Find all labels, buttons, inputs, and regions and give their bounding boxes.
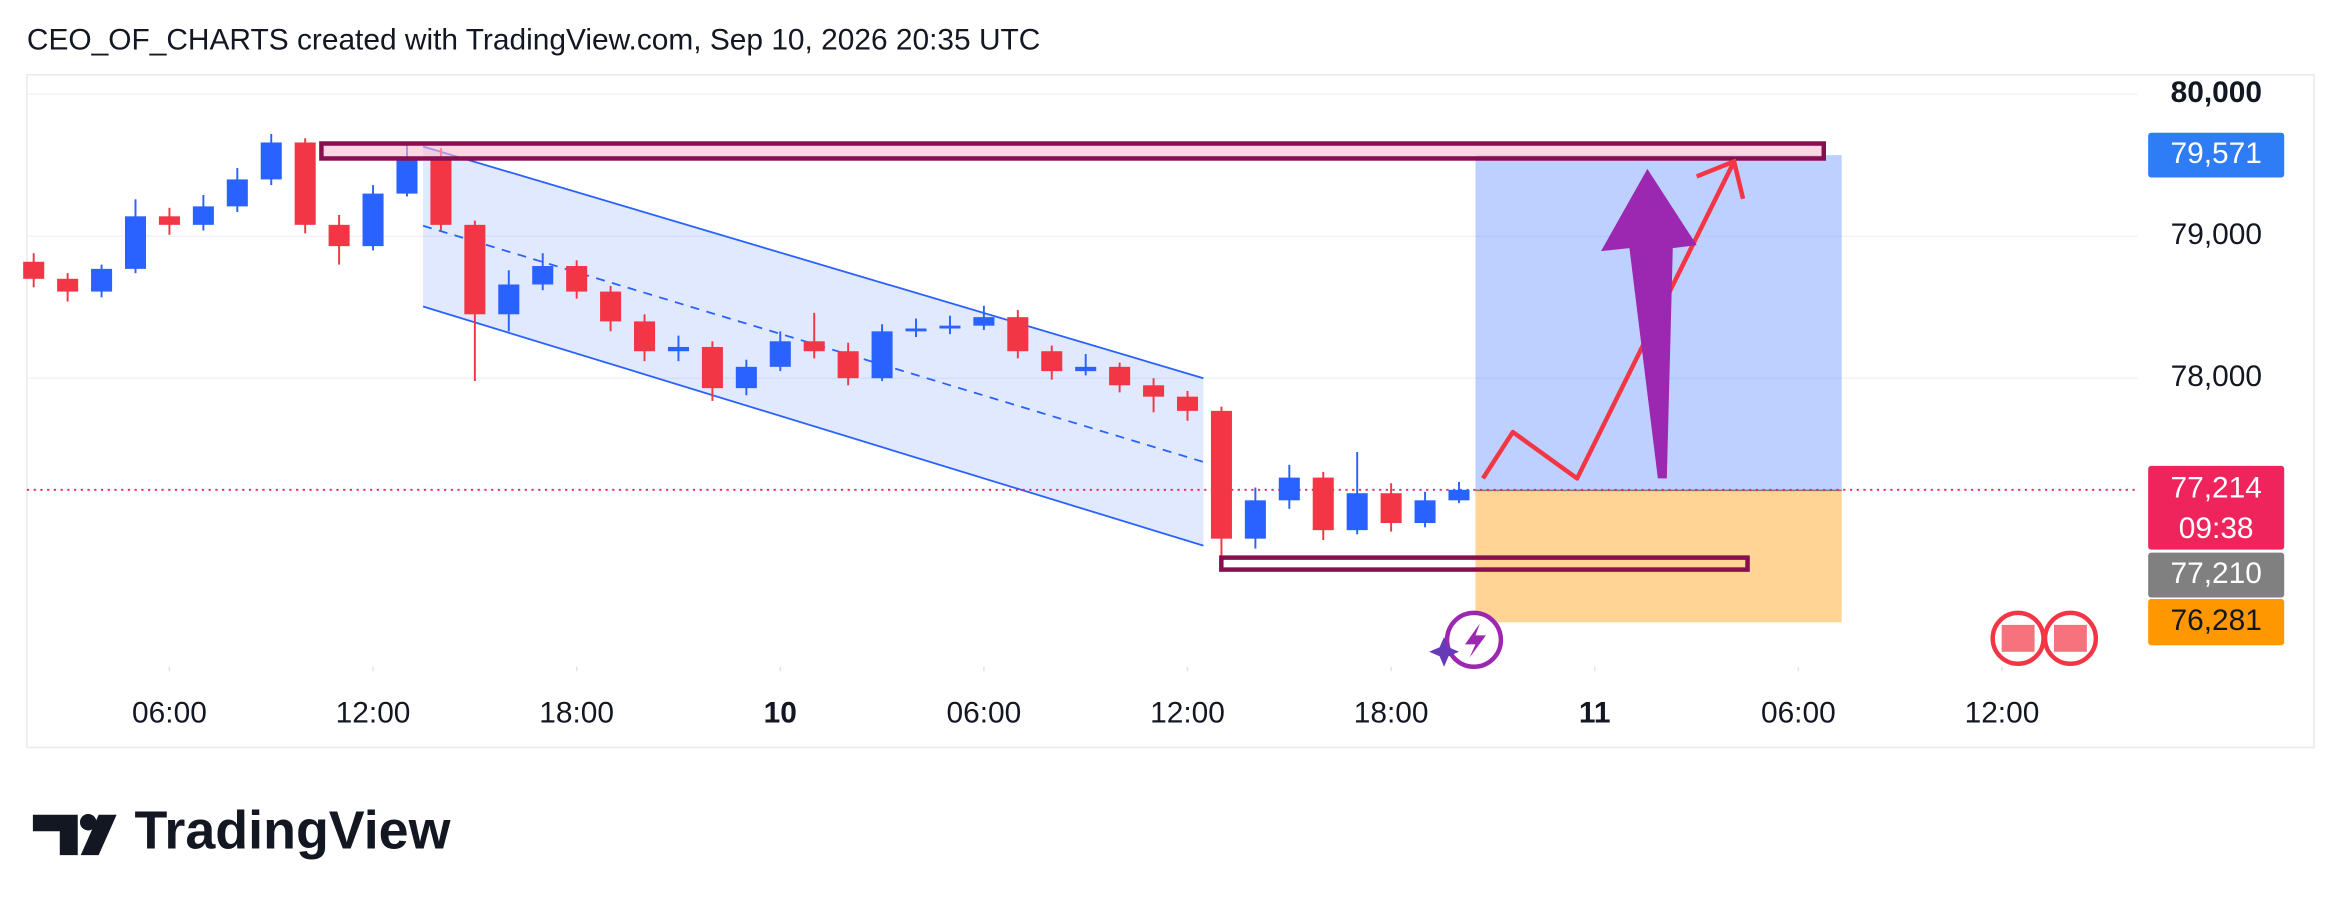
flag-body <box>2053 624 2087 652</box>
candle-body <box>91 268 113 292</box>
price-badge <box>2148 132 2285 178</box>
purple-arrow <box>1601 168 1697 479</box>
x-tick-label: 18:00 <box>1354 696 1429 729</box>
x-tick-label: 12:00 <box>1150 696 1225 729</box>
candle-body <box>701 346 723 389</box>
x-tick-label: 10 <box>764 696 797 729</box>
candle-body <box>769 341 791 367</box>
price-badge-label: 76,281 <box>2170 604 2261 637</box>
flag-body <box>2001 624 2035 652</box>
channel-upper <box>422 145 1204 380</box>
candle-body <box>837 351 859 379</box>
candle-body <box>1075 366 1097 372</box>
brand: TradingView <box>135 800 451 860</box>
x-tick-label: 11 <box>1579 696 1611 729</box>
candle-body <box>566 266 588 292</box>
candle-body <box>1346 493 1368 531</box>
candle-body <box>430 156 452 225</box>
candle-body <box>1041 351 1063 372</box>
candle-body <box>939 325 961 329</box>
candle-body <box>158 216 180 225</box>
y-tick-label: 79,000 <box>2171 218 2262 251</box>
candle-body <box>634 321 656 352</box>
x-tick-label: 12:00 <box>1965 696 2040 729</box>
y-tick-label: 80,000 <box>2171 76 2262 109</box>
channel-lower <box>422 305 1204 547</box>
candle-body <box>362 193 384 247</box>
price-badge <box>2148 465 2285 550</box>
candle-body <box>328 224 350 247</box>
candle-body <box>532 266 554 285</box>
candle-body <box>600 291 622 322</box>
candle-body <box>905 328 927 332</box>
candle-body <box>1448 489 1470 501</box>
candle-body <box>973 317 995 326</box>
candle-body <box>1312 477 1334 531</box>
price-badge-label: 77,210 <box>2170 557 2261 590</box>
projection-arrowhead <box>1695 158 1746 200</box>
axes: 80,000 79,000 78,000 06:00 12:00 18:00 10 06:00… <box>132 76 2285 729</box>
candle-body <box>1278 477 1300 501</box>
candle-body <box>1380 493 1402 524</box>
candle-body <box>1414 500 1436 524</box>
channel-mid <box>422 224 1204 463</box>
candle-body <box>735 366 757 389</box>
candle-body <box>57 278 79 292</box>
candle-body <box>1007 317 1029 352</box>
candle-body <box>1244 500 1266 539</box>
price-badge-label: 77,214 <box>2170 472 2261 505</box>
candle-body <box>464 224 486 315</box>
candle-body <box>1210 410 1232 539</box>
candle-body <box>124 216 147 269</box>
candle-body <box>226 179 248 207</box>
x-tick-label: 06:00 <box>947 696 1022 729</box>
candle-body <box>498 284 520 315</box>
y-tick-label: 78,000 <box>2171 360 2262 393</box>
candle-body <box>1176 396 1199 411</box>
candle-body <box>396 156 418 194</box>
event-bolt <box>1465 623 1486 658</box>
x-tick-label: 06:00 <box>132 696 207 729</box>
x-tick-label: 06:00 <box>1761 696 1836 729</box>
event-sparkle <box>1429 636 1460 667</box>
candle-body <box>23 261 45 279</box>
countdown: 09:38 <box>2179 512 2254 545</box>
x-tick-label: 18:00 <box>539 696 614 729</box>
support-zone <box>1219 555 1750 572</box>
candle-body <box>803 341 825 352</box>
header: CEO_OF_CHARTS created with TradingView.c… <box>27 24 1040 57</box>
candle-body <box>260 142 282 180</box>
brand-logo <box>32 813 117 856</box>
x-tick-label: 12:00 <box>336 696 411 729</box>
candle-body <box>667 346 689 352</box>
candles <box>23 133 1470 570</box>
resistance-zone <box>319 141 1827 161</box>
price-badge <box>2148 552 2285 598</box>
candle-body <box>1109 366 1131 386</box>
candle-body <box>192 206 214 225</box>
candle-body <box>294 142 316 225</box>
candle-body <box>871 331 893 379</box>
price-badge-label: 79,571 <box>2170 137 2261 170</box>
price-badge <box>2148 598 2285 646</box>
candle-body <box>1143 385 1165 397</box>
